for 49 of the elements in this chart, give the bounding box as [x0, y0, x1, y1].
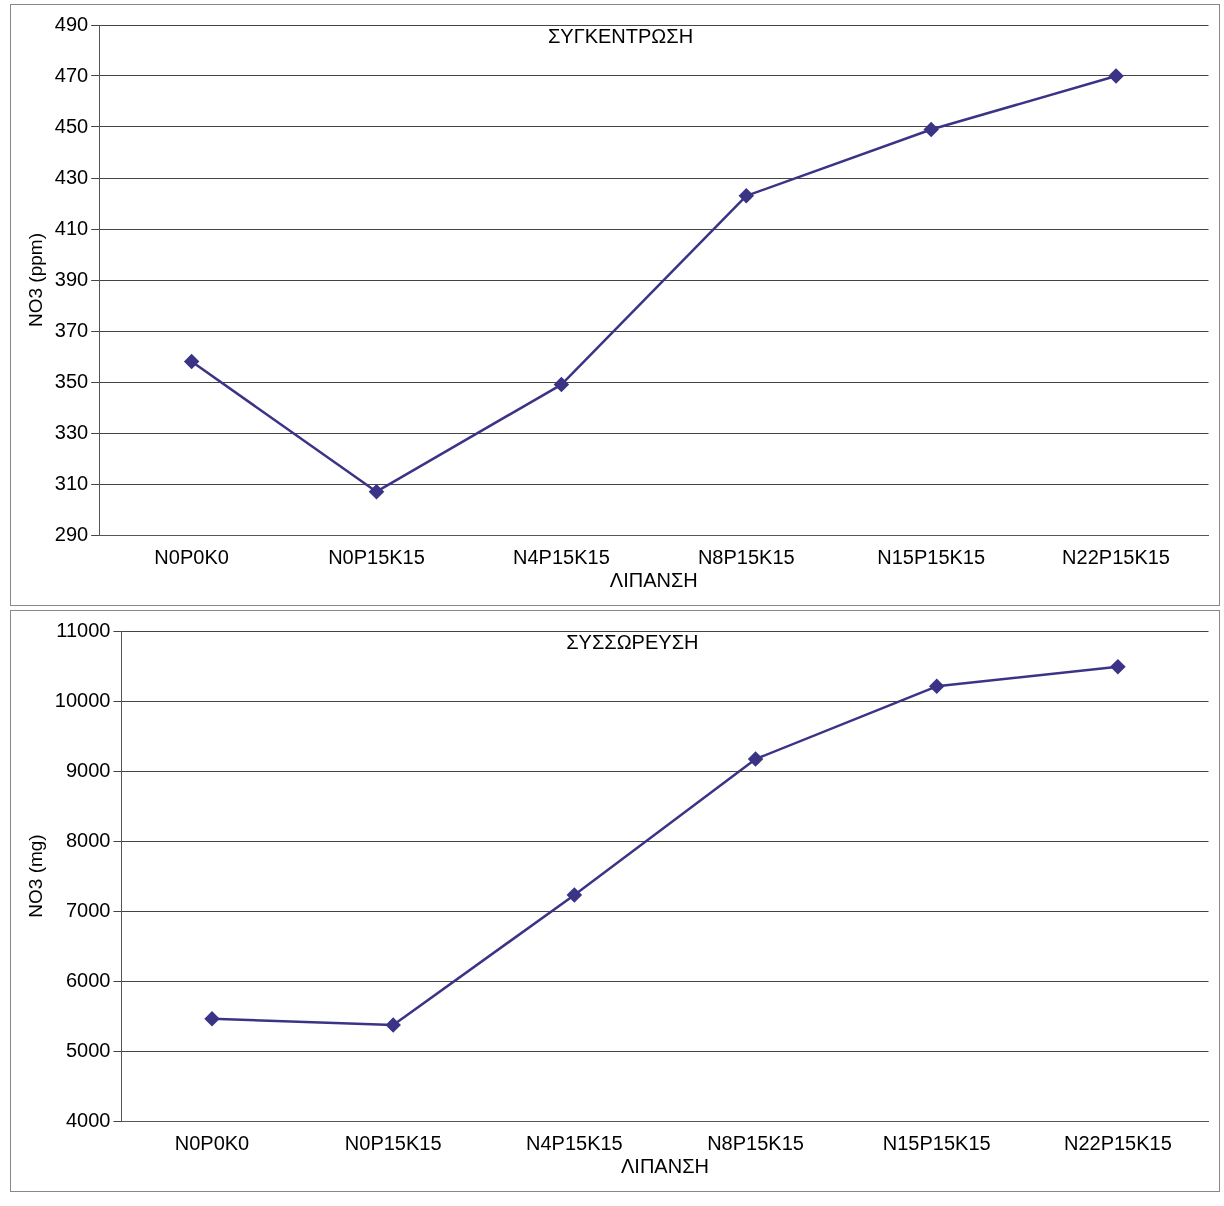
point	[923, 122, 939, 137]
point	[748, 751, 763, 767]
point	[204, 1011, 220, 1027]
y-tick-label: 9000	[65, 758, 111, 781]
y-tick-label: 430	[54, 165, 89, 188]
y-tick-label: 5000	[65, 1038, 111, 1061]
point	[554, 377, 569, 392]
chart-title: ΣΥΣΣΩΡΕΥΣΗ	[566, 630, 699, 653]
y-tick-label: 290	[54, 522, 89, 545]
x-tick-label: N15P15K15	[882, 1131, 991, 1154]
x-tick-label: N0P0K0	[174, 1131, 250, 1154]
x-tick-label: N4P15K15	[525, 1131, 623, 1154]
point	[385, 1017, 401, 1033]
x-axis-title: ΛΙΠΑΝΣΗ	[620, 1154, 709, 1177]
y-axis-title: NO3 (mg)	[24, 834, 46, 918]
point	[929, 679, 944, 694]
y-tick-label: 470	[54, 63, 89, 86]
x-tick-label: N22P15K15	[1063, 1131, 1172, 1154]
point	[1110, 659, 1126, 674]
y-tick-label: 370	[54, 318, 89, 341]
y-tick-label: 6000	[65, 968, 111, 991]
y-tick-label: 450	[54, 114, 89, 137]
y-tick-label: 11000	[56, 618, 111, 641]
point	[184, 354, 199, 369]
x-tick-label: N8P15K15	[707, 1131, 804, 1154]
x-tick-label: N22P15K15	[1062, 545, 1170, 568]
x-tick-label: N0P0K0	[154, 545, 229, 568]
x-tick-label: N0P15K15	[328, 545, 425, 568]
x-tick-label: N8P15K15	[697, 545, 795, 568]
y-tick-label: 8000	[65, 828, 111, 851]
y-tick-label: 490	[54, 12, 89, 35]
point	[567, 887, 582, 903]
y-tick-label: 390	[54, 267, 89, 290]
chart-title: ΣΥΓΚΕΝΤΡΩΣΗ	[547, 24, 694, 47]
x-tick-label: N0P15K15	[344, 1131, 442, 1154]
y-tick-label: 410	[54, 216, 89, 239]
y-tick-label: 310	[54, 471, 89, 494]
y-axis-title: NO3 (ppm)	[24, 233, 46, 327]
x-tick-label: N4P15K15	[513, 545, 610, 568]
y-tick-label: 350	[54, 369, 89, 392]
y-tick-label: 330	[54, 420, 89, 443]
x-axis-title: ΛΙΠΑΝΣΗ	[609, 568, 698, 591]
point	[369, 484, 384, 499]
y-tick-label: 10000	[54, 688, 111, 711]
x-tick-label: N15P15K15	[877, 545, 986, 568]
y-tick-label: 7000	[65, 898, 111, 921]
y-tick-label: 4000	[65, 1108, 111, 1131]
point	[739, 188, 754, 204]
point	[1108, 68, 1124, 84]
